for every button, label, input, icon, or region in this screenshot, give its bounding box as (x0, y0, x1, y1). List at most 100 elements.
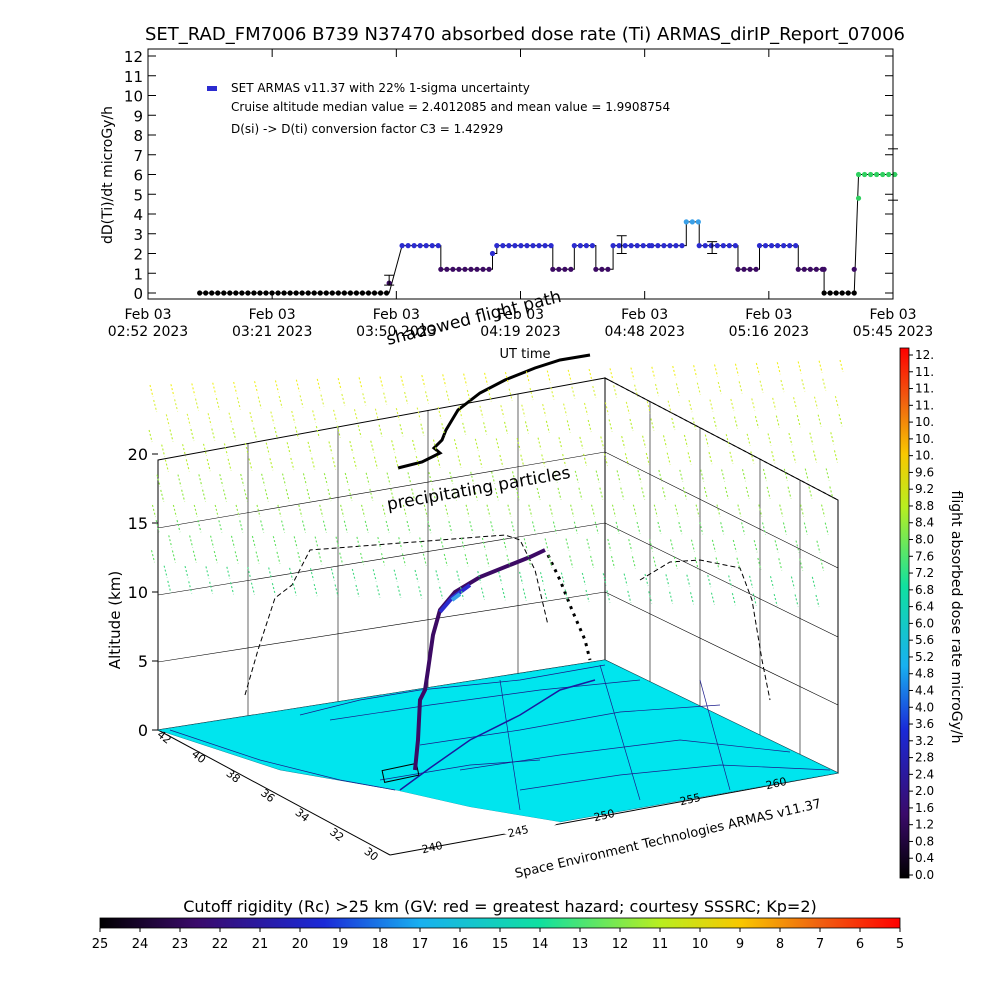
particle-streak (700, 469, 705, 482)
data-point (679, 243, 685, 249)
particle-streak (485, 554, 490, 567)
particle-streak (797, 361, 802, 374)
data-point (474, 266, 480, 272)
particle-streak (457, 455, 462, 468)
particle-streak (750, 451, 755, 464)
data-point (673, 243, 679, 249)
data-point (593, 266, 599, 272)
latitude-tick-label: 30 (362, 845, 381, 864)
particle-streak (529, 387, 534, 401)
data-point (435, 243, 441, 249)
particle-streak (248, 458, 253, 471)
particle-streak (595, 470, 600, 483)
data-point (851, 290, 857, 296)
data-point (353, 290, 360, 296)
particle-streak (440, 537, 445, 550)
data-point (622, 243, 628, 249)
x-tick-label-date: Feb 03 (497, 307, 544, 323)
particle-streak (815, 594, 820, 608)
data-point (311, 290, 317, 296)
colorbar-tick-label: 14 (532, 937, 549, 952)
particle-streak (838, 414, 843, 427)
particle-streak (355, 584, 360, 598)
particle-streak (257, 396, 262, 409)
particle-streak (566, 420, 571, 433)
particle-streak (651, 366, 656, 379)
data-point (732, 243, 738, 249)
data-point (874, 171, 880, 178)
particle-streak (281, 473, 287, 486)
particle-streak (463, 373, 468, 386)
particle-streak (666, 452, 671, 465)
particle-streak (197, 520, 202, 533)
particle-streak (261, 473, 266, 486)
data-point (456, 266, 462, 272)
particle-streak (168, 535, 173, 548)
particle-streak (591, 504, 596, 517)
data-point (377, 290, 384, 296)
colorbar-tick-label: 11. (915, 382, 934, 396)
particle-streak (399, 424, 404, 437)
colorbar-tick-label: 1.6 (915, 801, 934, 815)
data-point (599, 266, 605, 272)
data-point (429, 243, 435, 249)
particle-streak (353, 456, 358, 470)
particle-streak (585, 589, 590, 603)
particle-streak (570, 504, 575, 517)
particle-streak (749, 575, 754, 588)
particle-streak (607, 538, 612, 552)
particle-streak (281, 520, 286, 533)
altitude-3d-plot: shadowed flight path precipitating parti… (106, 287, 844, 882)
data-point (257, 290, 263, 296)
particle-streak (214, 504, 219, 518)
particle-streak (351, 568, 356, 582)
particle-streak (418, 586, 423, 599)
particle-streak (642, 435, 647, 448)
particle-streak (767, 433, 772, 446)
particle-streak (210, 535, 215, 548)
legend-line-2: Cruise altitude median value = 2.4012085… (231, 100, 670, 114)
particle-streak (594, 521, 599, 534)
particle-streak (803, 522, 808, 535)
data-point (735, 266, 741, 272)
particle-streak (421, 375, 426, 388)
longitude-tick-label: 255 (679, 791, 702, 808)
particle-streak (654, 383, 660, 397)
ground-track (399, 679, 596, 791)
particle-streak (353, 409, 359, 422)
particle-streak (278, 395, 283, 409)
particle-streak (260, 520, 265, 533)
particle-streak (307, 441, 312, 455)
particle-streak (653, 504, 658, 517)
particle-streak (673, 556, 678, 570)
particle-streak (333, 409, 338, 422)
particle-streak (240, 473, 245, 487)
y-tick-label: 3 (133, 226, 143, 244)
particle-streak (474, 438, 479, 451)
particle-streak (729, 451, 734, 464)
colorbar-tick-label: 2.8 (915, 751, 934, 765)
particle-streak (783, 468, 788, 481)
colorbar-tick-label: 15 (492, 937, 509, 952)
particle-streak (233, 381, 238, 395)
particle-streak (320, 394, 325, 407)
longitude-tick-label: 260 (765, 775, 788, 792)
data-point (655, 243, 661, 249)
particle-streak (693, 365, 698, 378)
particle-streak (356, 536, 361, 550)
data-point (683, 219, 689, 225)
particle-streak (340, 504, 345, 518)
data-point (263, 290, 269, 296)
data-point (787, 243, 793, 249)
y-tick-label: 0 (133, 285, 143, 303)
data-point (781, 243, 787, 249)
particle-streak (290, 457, 295, 471)
particle-streak (334, 584, 339, 597)
particle-streak (703, 487, 708, 500)
data-point (197, 290, 203, 296)
y-tick-label: 8 (133, 127, 143, 145)
particle-streak (374, 408, 379, 421)
particle-streak (600, 436, 605, 449)
particle-streak (500, 405, 505, 418)
particle-streak (149, 384, 154, 398)
